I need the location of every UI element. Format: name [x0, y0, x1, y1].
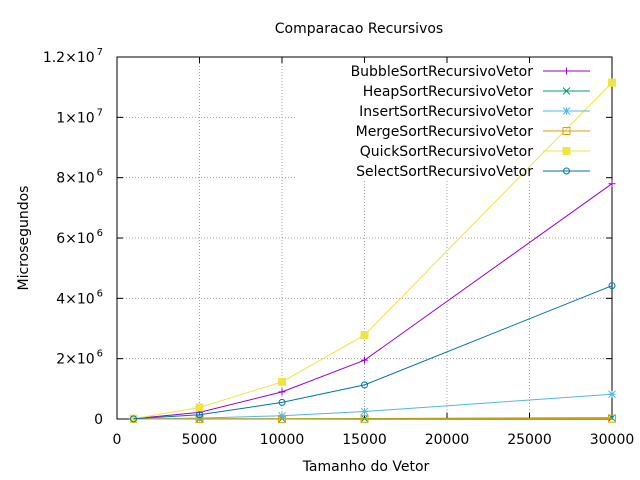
- y-tick-mantissa: 2×10: [56, 352, 94, 368]
- data-point: [195, 414, 204, 423]
- y-tick-exponent: 6: [95, 349, 103, 360]
- y-tick-exponent: 7: [95, 107, 103, 118]
- grid: [117, 57, 612, 419]
- data-point: [195, 403, 204, 412]
- y-tick-label: 0: [94, 412, 103, 428]
- x-tick-label: 20000: [425, 432, 470, 448]
- legend-label: InsertSortRecursivoVetor: [359, 104, 533, 120]
- legend-label: SelectSortRecursivoVetor: [356, 164, 533, 180]
- y-tick-mantissa: 4×10: [56, 291, 94, 307]
- y-tick-mantissa: 6×10: [56, 231, 94, 247]
- legend-label: HeapSortRecursivoVetor: [363, 84, 534, 100]
- x-axis-label: Tamanho do Vetor: [302, 459, 430, 475]
- data-point: [278, 377, 286, 386]
- y-tick-exponent: 6: [95, 288, 103, 299]
- data-point: [360, 407, 369, 416]
- data-point: [360, 331, 369, 340]
- data-point: [608, 282, 616, 290]
- y-tick-exponent: 6: [95, 168, 103, 179]
- legend-label: MergeSortRecursivoVetor: [356, 124, 534, 140]
- x-tick-label: 0: [113, 432, 122, 448]
- y-tick-mantissa: 8×10: [56, 171, 94, 187]
- x-tick-label: 5000: [182, 432, 218, 448]
- x-tick-label: 10000: [260, 432, 305, 448]
- y-tick-label: 8×10 6: [56, 168, 103, 187]
- legend-marker: [562, 147, 571, 155]
- data-point: [361, 356, 368, 364]
- series-line: [133, 285, 613, 420]
- y-tick-label: 4×10 6: [56, 288, 103, 307]
- y-tick-label: 1×10 7: [56, 107, 103, 126]
- data-point: [130, 415, 137, 423]
- data-point: [608, 414, 616, 423]
- data-point: [608, 180, 616, 188]
- data-point: [278, 388, 286, 396]
- y-axis-label: Microsegundos: [16, 186, 32, 291]
- legend-label: BubbleSortRecursivoVetor: [351, 64, 534, 80]
- legend-marker: [562, 87, 571, 95]
- series-3: [129, 414, 616, 423]
- series-5: [130, 282, 616, 423]
- data-point: [608, 390, 616, 399]
- legend: BubbleSortRecursivoVetor HeapSortRecursiv…: [351, 64, 590, 180]
- legend-marker: [562, 107, 571, 115]
- data-point: [196, 411, 203, 419]
- data-point: [278, 414, 286, 423]
- legend-marker: [563, 67, 570, 75]
- x-tick-label: 25000: [507, 432, 552, 448]
- y-tick-label: 1.2×10 7: [43, 47, 103, 66]
- chart-title: Comparacao Recursivos: [275, 21, 443, 37]
- y-tick-exponent: 6: [95, 228, 103, 239]
- plot-area: [129, 78, 616, 423]
- y-tick-label: 6×10 6: [56, 228, 103, 247]
- legend-marker: [562, 127, 571, 135]
- y-tick-mantissa: 1.2×10: [43, 50, 95, 66]
- x-tick-label: 30000: [590, 432, 635, 448]
- y-tick-mantissa: 1×10: [56, 110, 94, 126]
- x-tick-label: 15000: [342, 432, 387, 448]
- legend-marker: [563, 167, 570, 175]
- y-tick-label: 2×10 6: [56, 349, 103, 368]
- data-point: [608, 78, 616, 87]
- legend-label: QuickSortRecursivoVetor: [360, 144, 534, 160]
- data-point: [361, 381, 368, 389]
- data-point: [360, 414, 369, 423]
- y-tick-exponent: 7: [95, 47, 103, 58]
- data-point: [278, 398, 286, 406]
